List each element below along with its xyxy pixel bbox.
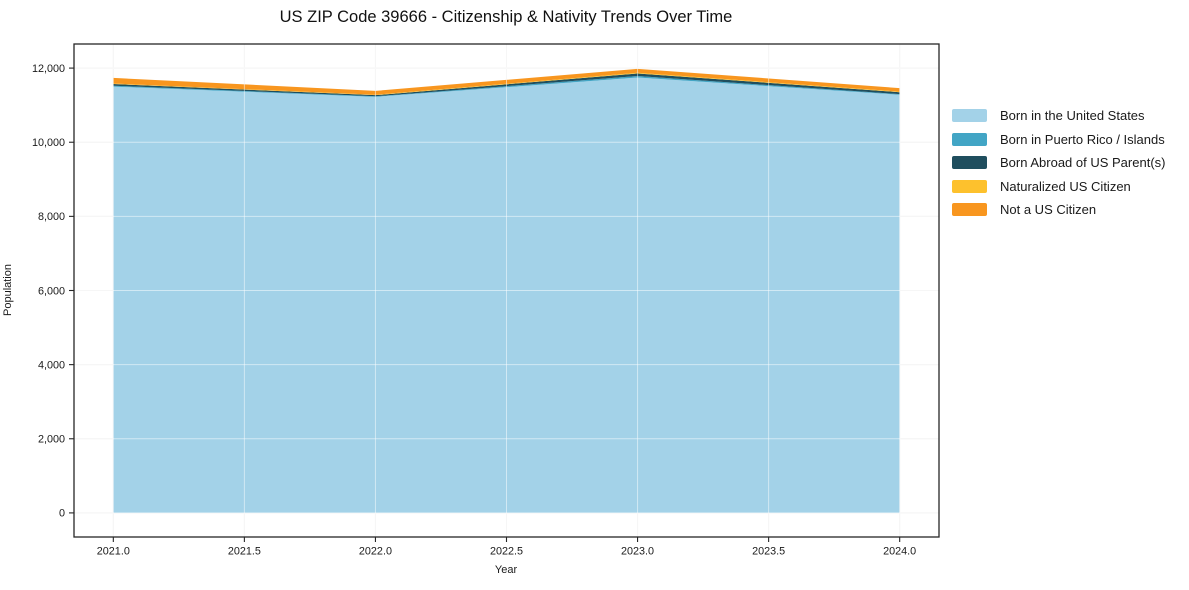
x-tick-label: 2024.0 (883, 546, 916, 558)
y-tick-label: 0 (59, 508, 65, 520)
x-tick-label: 2022.5 (490, 546, 523, 558)
chart-title: US ZIP Code 39666 - Citizenship & Nativi… (279, 8, 733, 26)
x-axis-label: Year (494, 564, 518, 576)
x-tick-label: 2023.5 (752, 546, 785, 558)
legend: Born in the United States Born in Puerto… (952, 104, 1165, 222)
legend-label: Born Abroad of US Parent(s) (1000, 155, 1166, 171)
y-tick-label: 8,000 (38, 211, 65, 223)
x-tick-label: 2022.0 (359, 546, 392, 558)
legend-item-not-a-us-citizen: Not a US Citizen (952, 198, 1165, 222)
legend-swatch-icon (952, 109, 987, 123)
legend-label: Born in Puerto Rico / Islands (1000, 131, 1165, 147)
legend-swatch-icon (952, 179, 987, 193)
legend-label: Not a US Citizen (1000, 202, 1097, 218)
legend-swatch-icon (952, 132, 987, 146)
y-tick-label: 12,000 (32, 63, 65, 75)
x-tick-label: 2021.5 (228, 546, 261, 558)
legend-item-naturalized-us-citizen: Naturalized US Citizen (952, 175, 1165, 199)
legend-item-born-in-the-united-states: Born in the United States (952, 104, 1165, 128)
legend-label: Born in the United States (1000, 108, 1145, 124)
x-tick-label: 2021.0 (97, 546, 130, 558)
legend-label: Naturalized US Citizen (1000, 178, 1131, 194)
legend-swatch-icon (952, 156, 987, 170)
y-tick-label: 4,000 (38, 359, 65, 371)
y-tick-label: 6,000 (38, 285, 65, 297)
legend-item-born-abroad-of-us-parents: Born Abroad of US Parent(s) (952, 151, 1165, 175)
legend-item-born-in-puerto-rico-islands: Born in Puerto Rico / Islands (952, 128, 1165, 152)
x-tick-label: 2023.0 (621, 546, 654, 558)
y-tick-label: 2,000 (38, 434, 65, 446)
y-tick-label: 10,000 (32, 137, 65, 149)
y-axis-label: Population (2, 264, 14, 316)
legend-swatch-icon (952, 203, 987, 217)
